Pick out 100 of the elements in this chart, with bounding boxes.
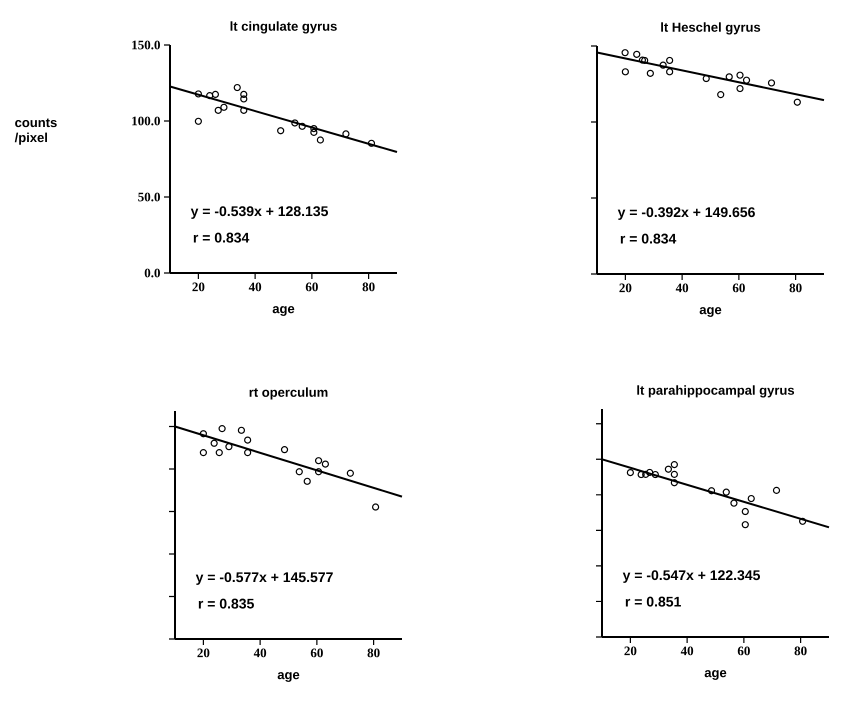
annotation: y = -0.577x + 145.577: [196, 572, 333, 585]
point: [646, 70, 654, 77]
annotation: y = -0.539x + 128.135: [190, 206, 328, 219]
point: [200, 430, 207, 438]
point: [717, 91, 724, 98]
point: [638, 56, 646, 64]
point: [638, 470, 645, 478]
point: [633, 50, 640, 58]
x-tick-label: 40: [248, 282, 262, 292]
point: [748, 494, 755, 502]
y-tick-label: 100.0: [132, 116, 160, 126]
x-axis-title: age: [278, 672, 300, 682]
point: [225, 443, 233, 450]
annotation: y = -0.392x + 149.656: [618, 207, 755, 220]
point: [670, 461, 678, 468]
x-tick-label: 20: [624, 646, 636, 656]
point: [314, 468, 322, 476]
x-tick-label: 80: [368, 648, 380, 658]
point: [212, 90, 219, 98]
y-tick-label: 50.0: [138, 192, 160, 202]
point: [310, 128, 318, 136]
point: [794, 98, 801, 106]
point: [291, 119, 298, 127]
x-tick-label: 20: [619, 284, 632, 292]
point: [670, 470, 678, 478]
x-tick-label: 40: [676, 284, 688, 292]
point: [772, 486, 780, 494]
point: [346, 470, 354, 477]
x-tick-label: 40: [254, 648, 266, 658]
y-tick-label: 150.0: [132, 40, 160, 50]
point: [372, 503, 380, 511]
x-tick-label: 80: [794, 646, 807, 656]
x-tick-label: 80: [362, 282, 375, 292]
point: [304, 478, 311, 485]
x-tick-label: 60: [310, 648, 323, 658]
point: [736, 84, 744, 92]
point: [240, 90, 248, 98]
point: [194, 118, 202, 125]
point: [670, 479, 678, 486]
point: [200, 449, 207, 456]
point: [626, 469, 634, 476]
x-tick-label: 60: [306, 282, 318, 292]
point: [726, 73, 733, 80]
point: [220, 104, 228, 111]
x-tick-label: 40: [680, 646, 694, 656]
point: [641, 56, 648, 64]
point: [368, 140, 376, 147]
point: [314, 457, 322, 464]
x-axis-title: age: [700, 307, 722, 317]
point: [666, 68, 674, 76]
chart-title: rt operculum: [250, 387, 328, 400]
point: [244, 436, 252, 444]
point: [742, 521, 749, 528]
point: [768, 79, 776, 87]
point: [660, 62, 667, 69]
point: [206, 92, 214, 100]
annotation: r = 0.834: [620, 234, 676, 244]
point: [240, 95, 248, 103]
point: [799, 518, 806, 525]
point: [342, 130, 350, 138]
point: [664, 466, 672, 473]
point: [310, 124, 318, 132]
x-axis-title: age: [272, 306, 294, 316]
point: [622, 68, 629, 76]
point: [234, 84, 241, 92]
point: [194, 90, 202, 98]
point: [316, 136, 324, 144]
x-tick-label: 60: [732, 284, 745, 292]
chart-title: lt parahippocampal gyrus: [637, 385, 794, 398]
x-tick-label: 60: [738, 646, 750, 656]
point: [240, 106, 248, 114]
point: [730, 500, 738, 507]
x-tick-label: 20: [197, 648, 210, 658]
annotation: y = -0.547x + 122.345: [622, 570, 760, 583]
x-tick-label: 20: [192, 282, 204, 292]
annotation: r = 0.835: [198, 598, 254, 609]
point: [646, 468, 654, 476]
point: [642, 470, 650, 478]
y-tick-label: 0.0: [144, 268, 160, 278]
point: [244, 449, 252, 456]
point: [210, 440, 218, 447]
point: [238, 426, 245, 434]
point: [666, 56, 674, 64]
annotation: r = 0.851: [626, 596, 681, 607]
chart-title: lt cingulate gyrus: [230, 21, 337, 34]
point: [722, 488, 730, 496]
point: [652, 470, 659, 478]
point: [322, 460, 329, 468]
point: [218, 425, 226, 432]
point: [708, 487, 716, 494]
point: [280, 446, 288, 454]
point: [216, 449, 223, 456]
point: [298, 122, 306, 130]
point: [621, 49, 629, 56]
point: [742, 508, 749, 516]
annotation: r = 0.834: [194, 232, 250, 243]
x-axis-title: age: [704, 670, 726, 680]
y-axis-title: counts /pixel: [14, 118, 57, 145]
chart-title: lt Heschel gyrus: [661, 22, 760, 34]
point: [214, 106, 222, 114]
